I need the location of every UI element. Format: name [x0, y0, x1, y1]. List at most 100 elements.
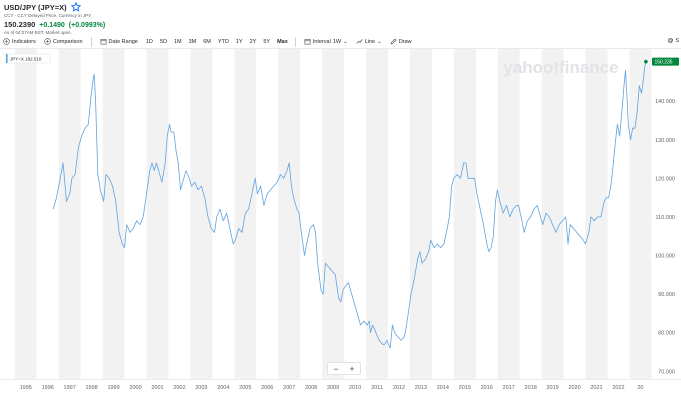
chevron-down-icon: ⌄	[377, 38, 382, 45]
date-range-label: Date Range	[108, 38, 138, 45]
last-price-tag-text: 150.235	[655, 59, 673, 65]
year-band	[58, 49, 81, 379]
y-tick-label: 110.000	[656, 215, 675, 221]
range-3m[interactable]: 3M	[188, 38, 197, 45]
year-band	[366, 49, 388, 379]
line-label: Line	[364, 38, 376, 45]
plus-circle-icon	[3, 38, 10, 45]
y-tick-label: 80.000	[658, 331, 675, 337]
zoom-in-button[interactable]: +	[349, 363, 355, 374]
line-chart-icon	[356, 39, 363, 44]
x-tick-label: 2007	[283, 385, 295, 391]
x-tick-label: 2021	[590, 385, 602, 391]
x-tick-label: 2018	[525, 385, 537, 391]
draw-label: Draw	[398, 38, 412, 45]
indicators-button[interactable]: Indicators	[3, 38, 36, 45]
y-tick-label: 130.000	[655, 138, 675, 144]
series-legend[interactable]: JPY=X 182.510	[5, 53, 51, 64]
x-tick-label: 1999	[107, 385, 119, 391]
comparison-button[interactable]: Comparison	[44, 38, 83, 45]
x-tick-label: 2011	[371, 385, 383, 391]
x-tick-label: 1998	[85, 385, 97, 391]
x-tick-label: 2017	[503, 385, 515, 391]
x-axis-labels: 1995 1996 1997 1998 1999 2000 2001 2002 2003 2004…	[0, 379, 681, 391]
x-tick-label: 2015	[459, 385, 471, 391]
x-tick-label: 2006	[261, 385, 273, 391]
draw-button[interactable]: Draw	[390, 38, 412, 45]
year-band	[146, 49, 169, 379]
x-tick-label: 1997	[64, 385, 76, 391]
range-2y[interactable]: 2Y	[249, 38, 257, 45]
yahoo-finance-watermark: yahoo!finance	[503, 58, 618, 77]
x-tick-label: 2019	[546, 385, 558, 391]
x-tick-label: 2001	[151, 385, 163, 391]
x-tick-label: 1995	[20, 385, 32, 391]
toolbar-divider	[90, 36, 92, 47]
x-tick-label: 2012	[393, 385, 405, 391]
year-band	[541, 49, 564, 379]
year-band	[629, 49, 652, 379]
price-change-percent: (+0.0993%)	[68, 22, 106, 29]
x-tick-label: 2008	[305, 385, 317, 391]
y-tick-label: 120.000	[655, 176, 675, 182]
star-icon[interactable]	[70, 2, 81, 12]
year-band	[453, 49, 476, 379]
x-tick-label: 2005	[239, 385, 251, 391]
year-bands	[14, 49, 652, 379]
line-type-button[interactable]: Line ⌄	[356, 38, 382, 45]
year-band	[409, 49, 432, 379]
gear-icon	[668, 37, 674, 44]
price-line[interactable]	[52, 61, 647, 349]
y-tick-label: 140.000	[655, 99, 675, 105]
year-band	[14, 49, 37, 379]
ticker-title: USD/JPY (JPY=X)	[4, 2, 67, 12]
year-band	[278, 49, 301, 379]
range-1y[interactable]: 1Y	[235, 38, 243, 45]
range-max[interactable]: Max	[277, 38, 288, 45]
x-tick-label: 2022	[612, 385, 624, 391]
calendar-icon	[304, 39, 311, 45]
year-band	[102, 49, 125, 379]
interval-label: Interval	[312, 38, 331, 45]
settings-button[interactable]: S	[667, 37, 679, 44]
plus-circle-icon	[44, 38, 51, 45]
x-tick-label: 2000	[129, 385, 141, 391]
year-band	[322, 49, 345, 379]
x-tick-label: 2004	[217, 385, 229, 391]
x-tick-label: 1996	[42, 385, 54, 391]
range-1m[interactable]: 1M	[173, 38, 182, 45]
market-status: As of 04:07AM BST. Market open.	[4, 30, 72, 35]
y-tick-label: 100.000	[655, 254, 675, 260]
x-tick-label: 2010	[349, 385, 361, 391]
year-band	[190, 49, 213, 379]
y-axis-labels: 140.000 130.000 120.000 110.000 100.000 90.00…	[655, 99, 675, 375]
x-tick-label: 20	[637, 385, 643, 391]
currency-info: CCY - CCY Delayed Price. Currency in JPY	[4, 13, 92, 18]
price-change: +0.1490	[39, 22, 65, 29]
x-tick-label: 2020	[568, 385, 580, 391]
settings-label: S	[675, 37, 679, 44]
calendar-icon	[100, 39, 106, 45]
range-1d[interactable]: 1D	[145, 38, 153, 45]
range-6m[interactable]: 6M	[203, 38, 211, 45]
range-5y[interactable]: 5Y	[263, 38, 271, 45]
legend-text: JPY=X 182.510	[10, 57, 42, 62]
x-tick-label: 2013	[415, 385, 427, 391]
x-tick-label: 2002	[173, 385, 185, 391]
pencil-icon	[390, 38, 397, 45]
zoom-out-button[interactable]: −	[333, 363, 339, 374]
y-tick-label: 70.000	[658, 369, 675, 375]
current-price: 150.2390	[4, 20, 36, 29]
zoom-control: − +	[327, 362, 361, 375]
interval-button[interactable]: Interval 1W ⌄	[304, 38, 348, 45]
date-range-button[interactable]: Date Range	[100, 38, 138, 45]
range-ytd[interactable]: YTD	[217, 38, 229, 45]
last-price-tag: 150.235	[652, 57, 679, 66]
x-tick-label: 2014	[437, 385, 449, 391]
price-chart[interactable]: yahoo!finance 140.000 130.000 120.000 110.0…	[0, 49, 681, 400]
chevron-down-icon: ⌄	[343, 38, 348, 45]
x-tick-label: 2009	[327, 385, 339, 391]
range-5d[interactable]: 5D	[159, 38, 167, 45]
x-tick-label: 2016	[481, 385, 493, 391]
interval-value: 1W	[332, 38, 342, 45]
